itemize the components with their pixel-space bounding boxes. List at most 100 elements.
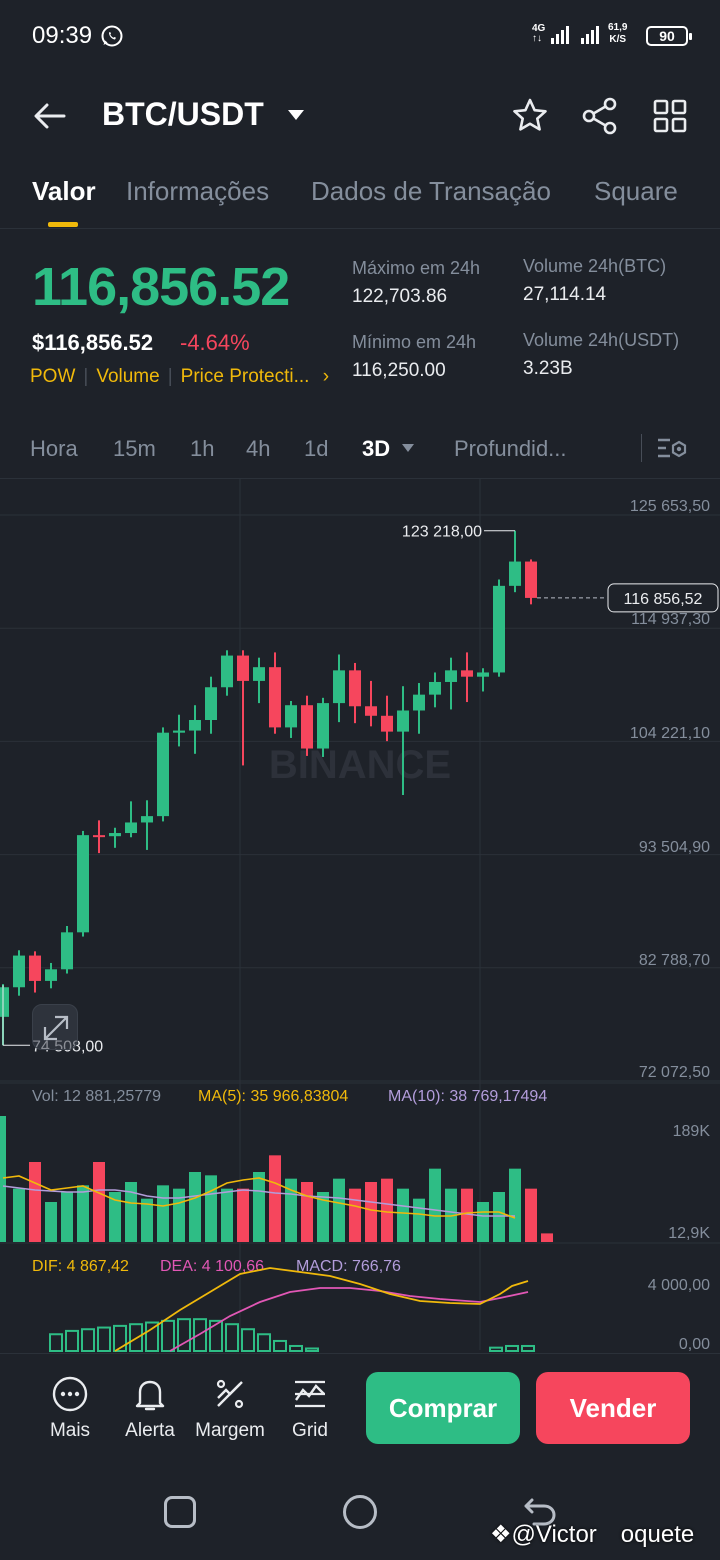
layout-grid-icon[interactable]: [650, 96, 690, 136]
interval-4h[interactable]: 4h: [246, 436, 271, 461]
macd-hist-bar: [241, 1328, 255, 1352]
chart-settings-icon[interactable]: [656, 434, 688, 462]
candle-body: [45, 969, 57, 981]
interval-1d[interactable]: 1d: [304, 436, 329, 461]
volume-bar: [45, 1202, 57, 1242]
tab-informacoes[interactable]: Informações: [126, 176, 270, 206]
interval-15m[interactable]: 15m: [113, 436, 156, 461]
price-axis-label: 125 653,50: [630, 498, 710, 515]
pair-dropdown-caret-icon[interactable]: [288, 110, 304, 120]
divider: [641, 434, 642, 462]
more-button[interactable]: Mais: [35, 1374, 105, 1442]
volume-bar: [189, 1172, 201, 1242]
candles[interactable]: [0, 530, 537, 1046]
volume-bars: Vol: 12 881,25779 MA(5): 35 966,83804 MA(1…: [0, 1088, 710, 1242]
grid-bot-button[interactable]: Grid: [275, 1374, 345, 1442]
candle-body: [381, 715, 393, 732]
dif-line: [114, 1267, 529, 1352]
macd-axis-label: 0,00: [679, 1336, 710, 1353]
usd-price: $116,856.52: [32, 330, 154, 355]
candle-body: [77, 835, 89, 933]
tag-price-protection[interactable]: Price Protecti...: [180, 366, 310, 387]
dea-legend: DEA: 4 100,66: [160, 1258, 264, 1275]
macd-hist-bar: [257, 1333, 271, 1352]
high-marker-label: 123 218,00: [402, 524, 482, 541]
recent-apps-icon[interactable]: [164, 1496, 196, 1528]
candle-body: [125, 822, 137, 834]
whatsapp-icon: [101, 25, 123, 47]
candle-body: [237, 655, 249, 681]
fullscreen-button[interactable]: [32, 1004, 78, 1050]
margin-label: Margem: [195, 1420, 265, 1441]
back-arrow-icon[interactable]: [30, 96, 70, 136]
macd-hist-bar: [113, 1324, 127, 1352]
interval-depth[interactable]: Profundid...: [454, 436, 567, 461]
buy-button[interactable]: Comprar: [366, 1372, 520, 1444]
favorite-star-icon[interactable]: [510, 96, 550, 136]
interval-3d[interactable]: 3D: [362, 436, 391, 461]
status-time: 09:39: [32, 22, 93, 49]
macd-hist-bar: [49, 1333, 63, 1352]
tags-chevron-right-icon[interactable]: ›: [322, 366, 330, 387]
candle-body: [429, 681, 441, 695]
volume-bar: [317, 1192, 329, 1242]
interval-hora[interactable]: Hora: [30, 436, 78, 461]
candle-body: [461, 670, 473, 677]
macd-hist-bar: [81, 1328, 95, 1352]
macd-axis-label: 4 000,00: [648, 1277, 710, 1294]
ma10-legend: MA(10): 38 769,17494: [388, 1088, 547, 1105]
bell-icon: [135, 1380, 165, 1411]
candle-body: [269, 667, 281, 728]
macd-legend: MACD: 766,76: [296, 1258, 401, 1275]
divider: [0, 478, 720, 479]
nav-back-icon[interactable]: [520, 1494, 560, 1530]
volume-bar: [237, 1188, 249, 1242]
volume-btc-label: Volume 24h(BTC): [523, 256, 667, 276]
candle-body: [141, 816, 153, 823]
candle-body: [13, 955, 25, 988]
watermark-logo-icon: ❖: [490, 1521, 512, 1548]
interval-caret-icon[interactable]: [402, 444, 414, 452]
volume-bar: [525, 1188, 537, 1242]
volume-bar: [141, 1198, 153, 1242]
price-axis-label: 72 072,50: [639, 1064, 710, 1081]
candle-body: [413, 694, 425, 711]
share-icon[interactable]: [580, 96, 620, 136]
candle-body: [173, 730, 185, 733]
volume-bar: [477, 1202, 489, 1242]
volume-bar: [509, 1168, 521, 1242]
tab-dados-de-transacao[interactable]: Dados de Transação: [311, 176, 551, 206]
tab-valor[interactable]: Valor: [32, 176, 96, 206]
alert-button[interactable]: Alerta: [115, 1374, 185, 1442]
macd-hist-bar: [145, 1321, 159, 1353]
tab-square[interactable]: Square: [594, 176, 678, 206]
pair-selector[interactable]: BTC/USDT: [102, 96, 264, 132]
asset-tags[interactable]: POW | Volume | Price Protecti... ›: [30, 366, 330, 387]
sell-button[interactable]: Vender: [536, 1372, 690, 1444]
tag-volume[interactable]: Volume: [96, 366, 160, 387]
candle-body: [477, 672, 489, 677]
volume-usdt-label: Volume 24h(USDT): [523, 330, 680, 350]
candle-body: [525, 561, 537, 598]
candle-body: [93, 835, 105, 838]
current-price-tag-label: 116 856,52: [624, 591, 703, 608]
alert-label: Alerta: [125, 1420, 175, 1441]
volume-bar: [397, 1188, 409, 1242]
volume-bar: [429, 1168, 441, 1242]
margin-button[interactable]: Margem: [195, 1374, 265, 1442]
macd-hist-bar: [97, 1326, 111, 1352]
volume-bar: [125, 1182, 137, 1242]
candle-body: [61, 932, 73, 970]
volume-bar: [221, 1188, 233, 1242]
candle-body: [301, 705, 313, 749]
interval-1h[interactable]: 1h: [190, 436, 215, 461]
expand-icon: [43, 1015, 69, 1041]
tag-pow[interactable]: POW: [30, 366, 76, 387]
candle-body: [349, 670, 361, 707]
candlestick-chart[interactable]: BINANCE 125 653,50 114 937,30 104 221,10 93…: [0, 478, 720, 1353]
macd-hist-bar: [209, 1319, 223, 1352]
volume-bar: [349, 1188, 361, 1242]
volume-bar: [0, 1116, 6, 1242]
price-axis: 125 653,50 114 937,30 104 221,10 93 504,90 8…: [630, 498, 710, 1081]
home-icon[interactable]: [343, 1495, 377, 1529]
